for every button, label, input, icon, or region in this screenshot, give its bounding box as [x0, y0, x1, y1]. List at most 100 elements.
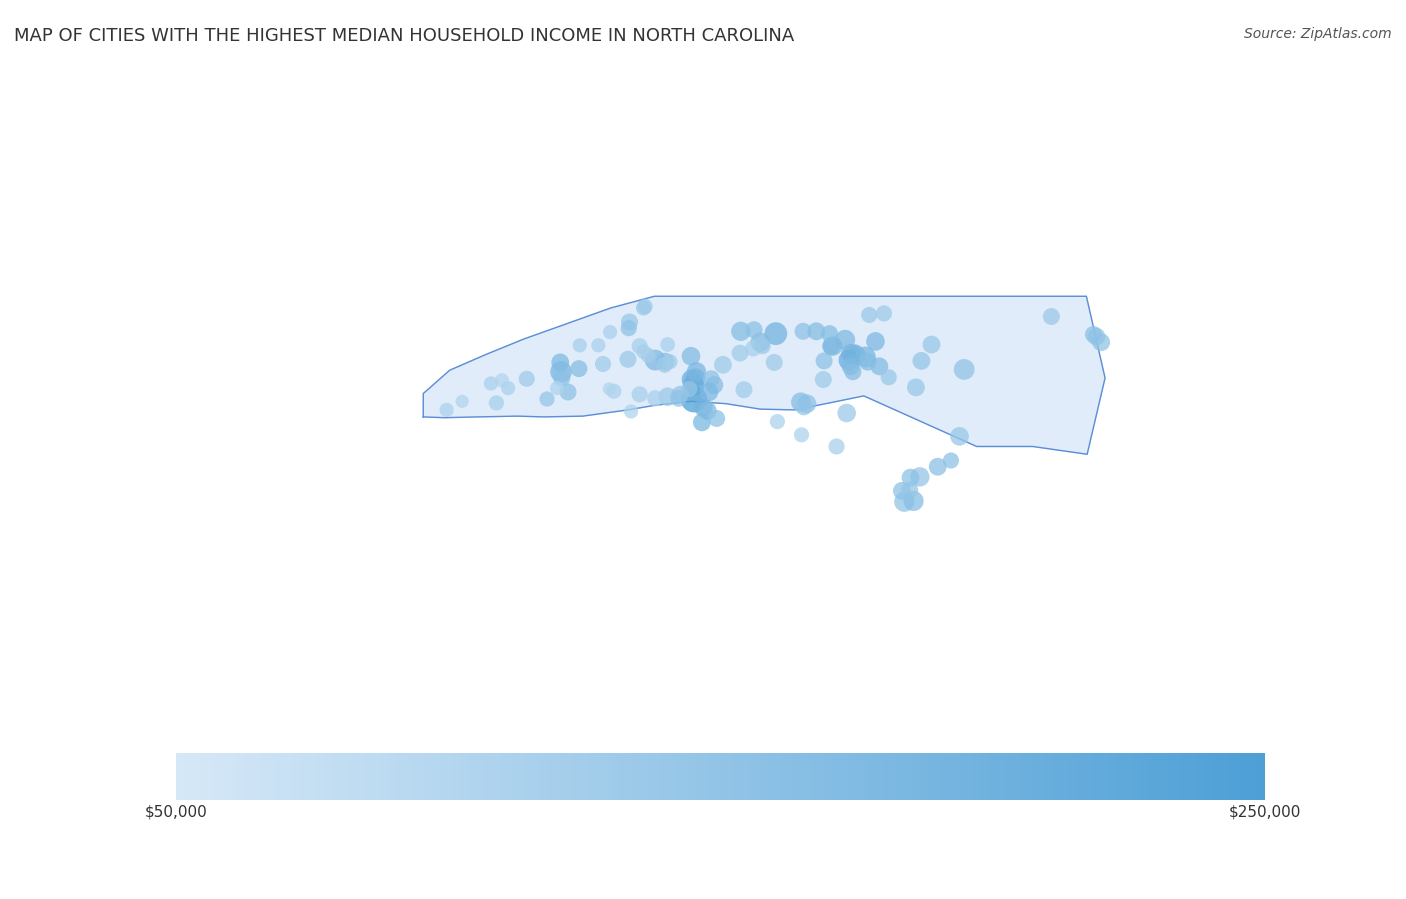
- Point: [890, 484, 912, 498]
- Point: [873, 307, 896, 321]
- Point: [436, 403, 458, 417]
- Point: [548, 355, 571, 369]
- Point: [551, 370, 574, 385]
- Point: [1085, 330, 1108, 344]
- Point: [820, 339, 842, 353]
- Point: [893, 494, 915, 509]
- Point: [765, 326, 787, 341]
- Point: [659, 354, 682, 369]
- Point: [910, 353, 932, 368]
- Point: [557, 385, 579, 399]
- Point: [953, 362, 976, 377]
- Point: [853, 350, 876, 364]
- Point: [633, 344, 655, 359]
- Point: [908, 469, 931, 484]
- Point: [669, 387, 692, 402]
- Point: [796, 396, 818, 411]
- Point: [865, 334, 887, 349]
- Point: [835, 405, 858, 420]
- Point: [818, 326, 841, 341]
- Point: [898, 483, 921, 497]
- Point: [1090, 335, 1112, 350]
- Point: [1083, 327, 1105, 342]
- Point: [683, 392, 706, 406]
- Point: [679, 349, 702, 363]
- Point: [644, 353, 666, 368]
- Point: [657, 337, 679, 352]
- Point: [479, 377, 502, 391]
- Point: [921, 337, 943, 352]
- Point: [603, 384, 626, 398]
- Point: [706, 411, 728, 425]
- Point: [728, 346, 751, 360]
- Point: [628, 387, 651, 402]
- Point: [592, 357, 614, 371]
- Point: [654, 358, 676, 372]
- Point: [588, 338, 610, 352]
- Point: [948, 429, 970, 443]
- Point: [451, 394, 474, 408]
- Point: [690, 415, 713, 430]
- Point: [550, 365, 572, 379]
- Point: [617, 352, 640, 367]
- Point: [856, 354, 879, 369]
- Point: [751, 339, 773, 353]
- Point: [813, 353, 835, 368]
- Text: Source: ZipAtlas.com: Source: ZipAtlas.com: [1244, 27, 1392, 41]
- Point: [703, 378, 725, 392]
- Point: [496, 381, 519, 396]
- Point: [516, 371, 538, 386]
- Point: [685, 370, 707, 385]
- Point: [598, 382, 620, 396]
- Point: [790, 395, 813, 409]
- Point: [766, 414, 789, 429]
- Point: [900, 470, 922, 485]
- Point: [903, 494, 925, 508]
- Point: [838, 353, 860, 368]
- Point: [696, 404, 718, 418]
- Point: [685, 365, 707, 379]
- Point: [834, 333, 856, 347]
- Point: [654, 354, 676, 369]
- Point: [844, 348, 866, 362]
- Point: [842, 365, 865, 379]
- Point: [668, 391, 690, 405]
- Point: [868, 359, 890, 373]
- Point: [681, 372, 703, 387]
- Point: [839, 346, 862, 360]
- Point: [806, 325, 828, 339]
- Point: [939, 453, 962, 467]
- Point: [792, 325, 814, 339]
- Point: [742, 323, 765, 337]
- Point: [633, 301, 655, 316]
- Point: [1040, 309, 1063, 324]
- Polygon shape: [423, 297, 1105, 454]
- Point: [546, 381, 568, 396]
- Point: [568, 361, 591, 376]
- Point: [763, 355, 786, 369]
- Point: [825, 440, 848, 454]
- Point: [711, 358, 734, 372]
- Point: [617, 321, 640, 335]
- Point: [839, 359, 862, 373]
- Point: [730, 325, 752, 339]
- Point: [700, 371, 723, 386]
- Point: [637, 348, 659, 362]
- Point: [628, 339, 651, 353]
- Point: [793, 399, 815, 414]
- Point: [644, 391, 666, 405]
- Point: [904, 380, 927, 395]
- Point: [657, 389, 679, 404]
- Point: [599, 325, 621, 339]
- Point: [485, 396, 508, 410]
- Point: [692, 400, 714, 414]
- Point: [858, 307, 880, 322]
- Point: [742, 342, 765, 356]
- Point: [697, 385, 720, 399]
- Point: [733, 382, 755, 396]
- Text: MAP OF CITIES WITH THE HIGHEST MEDIAN HOUSEHOLD INCOME IN NORTH CAROLINA: MAP OF CITIES WITH THE HIGHEST MEDIAN HO…: [14, 27, 794, 45]
- Point: [821, 339, 844, 353]
- Point: [927, 459, 949, 474]
- Point: [683, 378, 706, 392]
- Point: [790, 428, 813, 442]
